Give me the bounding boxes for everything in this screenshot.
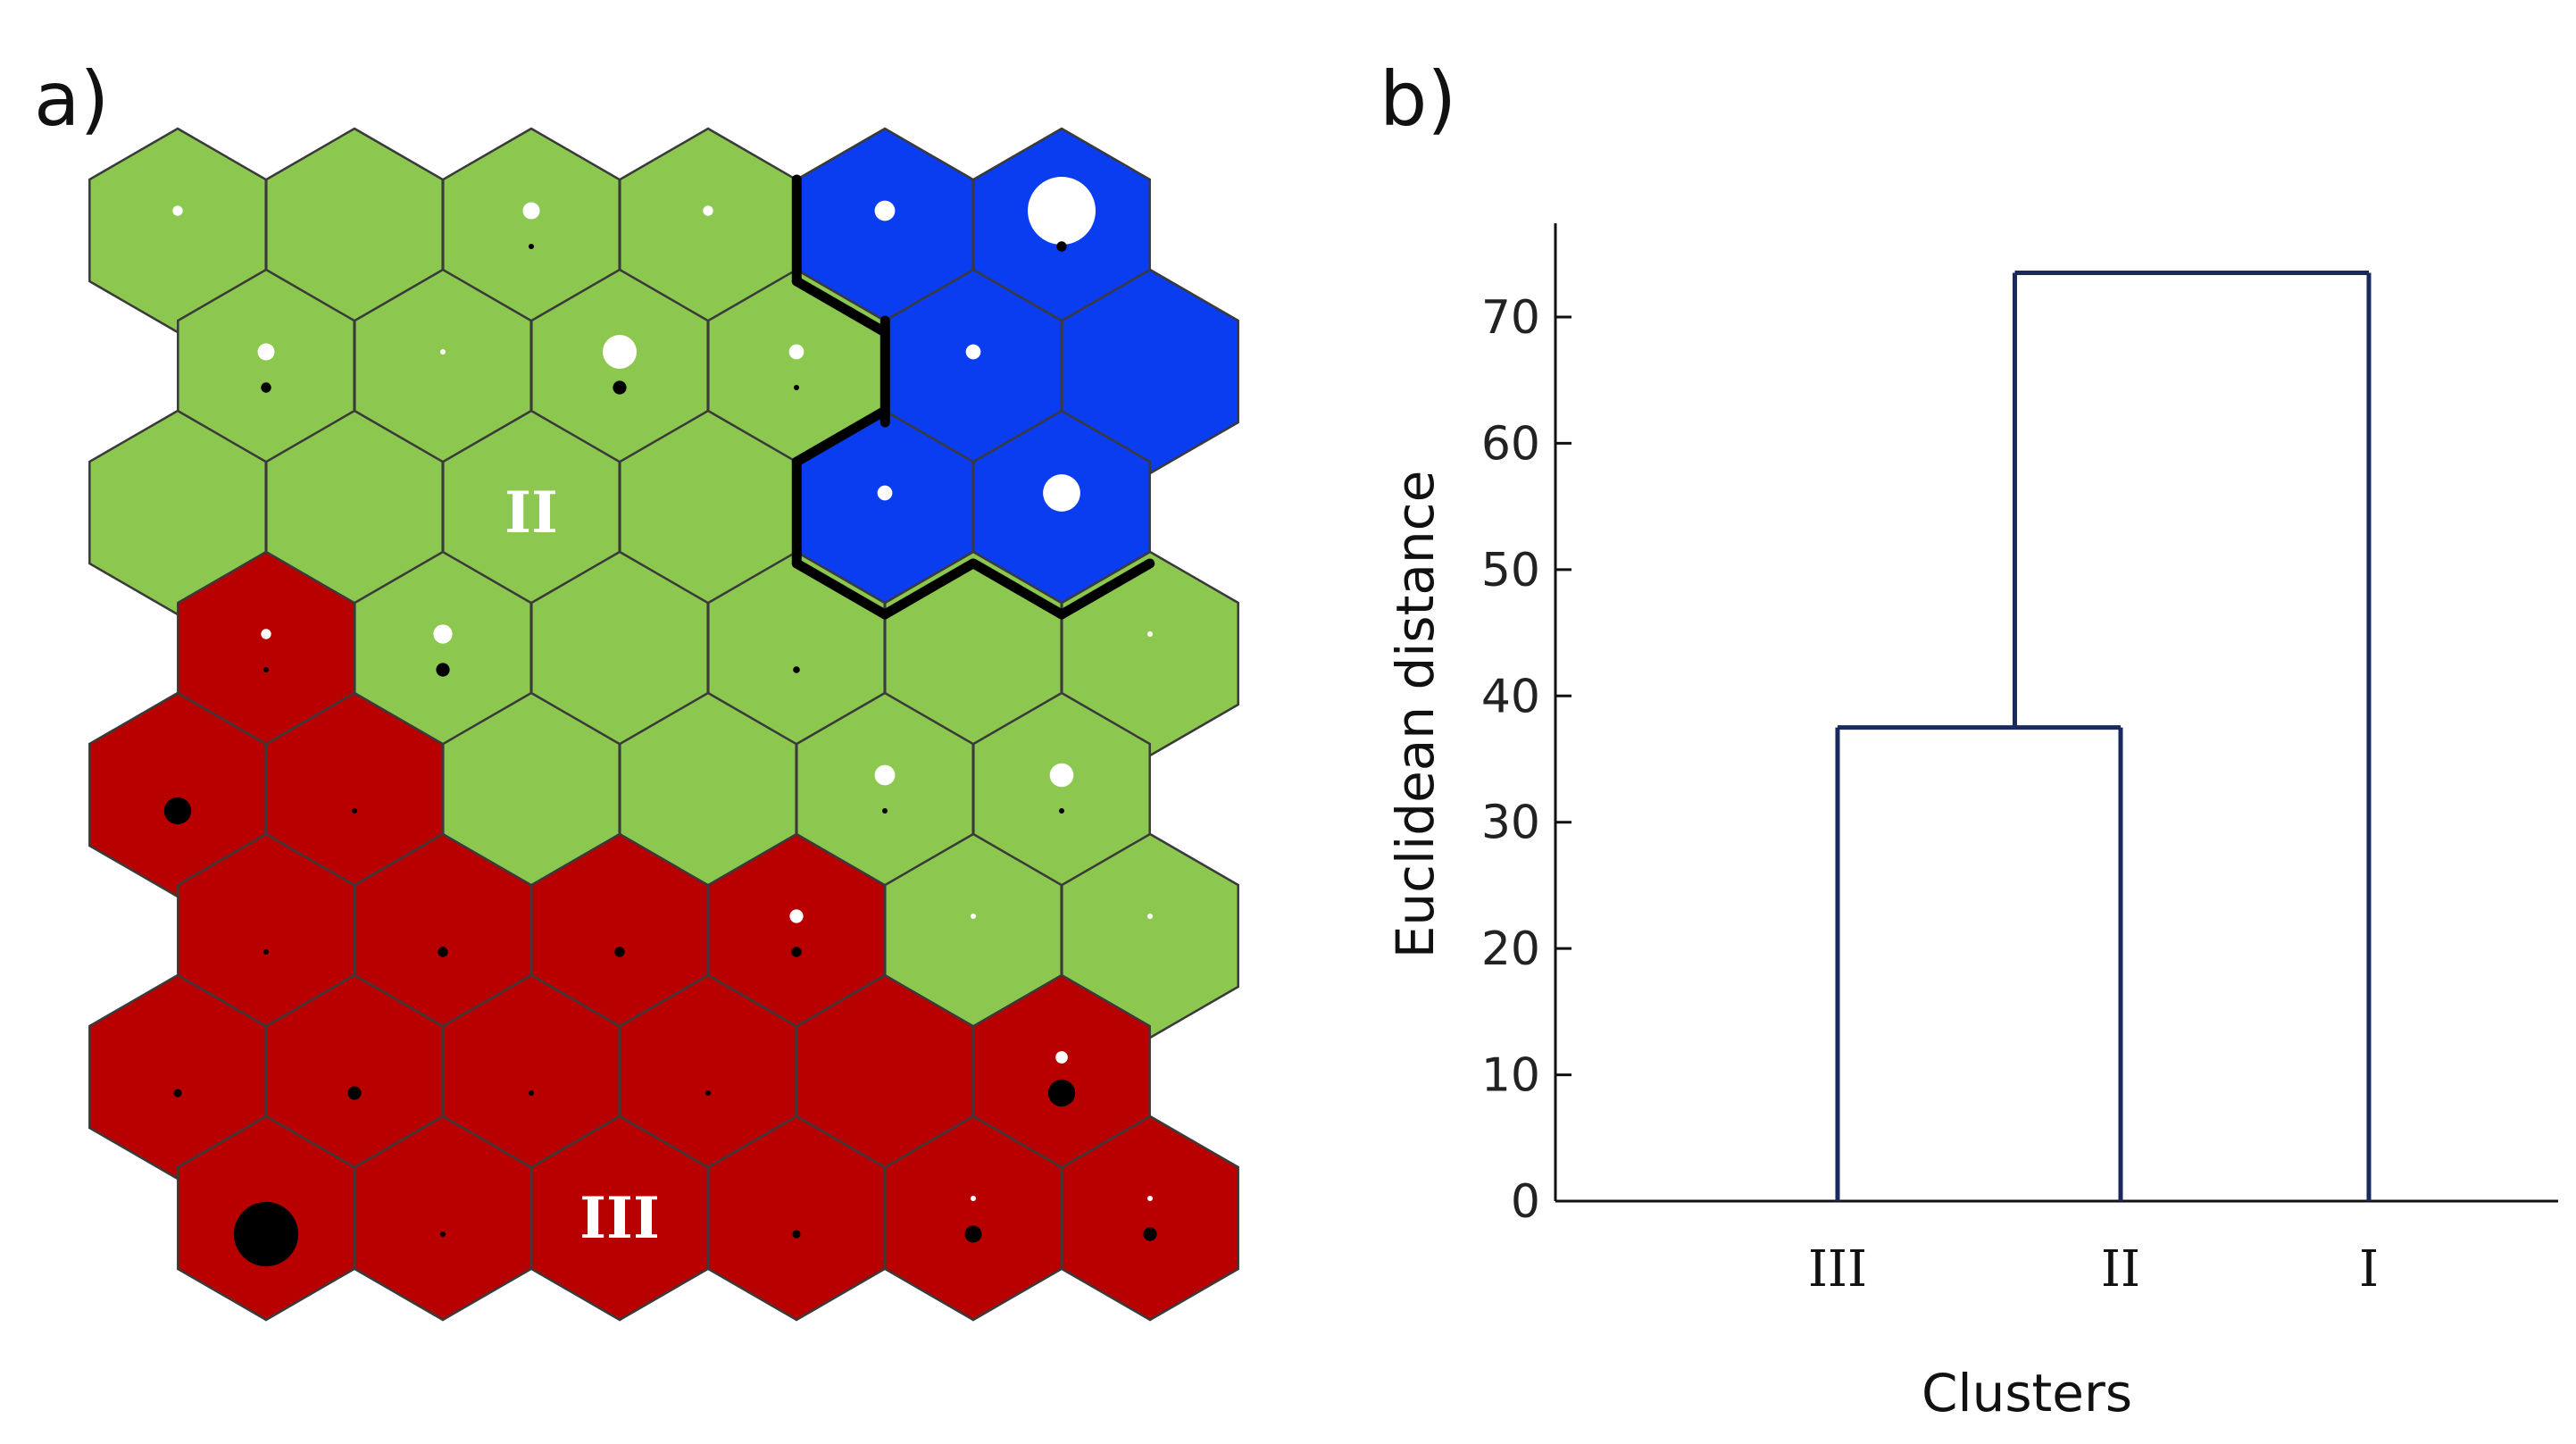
x-tick-label-iii: III xyxy=(1808,1240,1867,1298)
black-marker xyxy=(438,947,448,957)
cluster-border-segment xyxy=(1056,558,1155,620)
x-tick-label-i: I xyxy=(2359,1240,2379,1298)
x-axis-title: Clusters xyxy=(1922,1363,2132,1423)
y-tick-label: 60 xyxy=(1481,417,1540,471)
black-marker xyxy=(352,808,357,814)
white-marker xyxy=(172,205,183,216)
black-marker xyxy=(233,1201,299,1267)
white-marker xyxy=(603,335,637,369)
y-tick-label: 10 xyxy=(1481,1049,1540,1103)
white-marker xyxy=(874,200,896,221)
y-tick-label: 50 xyxy=(1481,544,1540,597)
black-marker xyxy=(793,666,800,673)
black-marker xyxy=(173,1089,182,1098)
black-marker xyxy=(1056,241,1067,252)
black-marker xyxy=(705,1090,711,1096)
x-tick-label-ii: II xyxy=(2101,1240,2140,1298)
black-marker xyxy=(528,243,535,250)
y-tick-label: 30 xyxy=(1481,797,1540,850)
white-marker xyxy=(1028,177,1096,245)
white-marker xyxy=(1147,631,1153,637)
panel-b-label: b) xyxy=(1380,55,1456,143)
hex-cell xyxy=(1061,1114,1239,1322)
som-cells xyxy=(88,127,1239,1322)
white-marker xyxy=(1147,1196,1153,1201)
som-markers xyxy=(163,177,1157,1267)
black-marker xyxy=(614,947,625,957)
black-marker xyxy=(882,808,888,814)
cluster-border-segment xyxy=(791,276,890,338)
cluster-label-iii: III xyxy=(579,1185,660,1252)
white-marker xyxy=(1055,1051,1068,1064)
white-marker xyxy=(971,1196,976,1201)
black-marker xyxy=(263,949,269,955)
cluster-label-ii: II xyxy=(504,480,558,547)
white-marker xyxy=(789,909,804,923)
y-tick-label: 20 xyxy=(1481,922,1540,976)
cluster-border-segment xyxy=(791,405,890,467)
panel-a-label: a) xyxy=(34,55,109,143)
white-marker xyxy=(874,764,896,786)
black-marker xyxy=(791,947,802,957)
white-marker xyxy=(1049,763,1074,788)
white-marker xyxy=(522,202,540,220)
x-tick-labels: III II I xyxy=(1808,1240,2379,1298)
black-marker xyxy=(1047,1079,1076,1107)
dendrogram-links xyxy=(1835,271,2372,1201)
white-marker xyxy=(877,485,893,501)
y-tick-label: 0 xyxy=(1511,1175,1540,1229)
white-marker xyxy=(440,349,446,355)
cluster-borders xyxy=(791,174,1155,620)
cluster-border-segment xyxy=(791,558,890,620)
black-marker xyxy=(347,1086,362,1100)
black-marker xyxy=(440,1231,446,1237)
black-marker xyxy=(1143,1227,1157,1241)
y-tick-label: 40 xyxy=(1481,670,1540,723)
black-marker xyxy=(792,1230,801,1239)
black-marker xyxy=(261,382,271,393)
black-marker xyxy=(163,797,192,825)
black-marker xyxy=(263,667,269,672)
black-marker xyxy=(964,1225,982,1243)
white-marker xyxy=(703,205,713,216)
black-marker xyxy=(1059,808,1064,814)
white-marker xyxy=(261,629,271,639)
black-marker xyxy=(794,385,799,390)
black-marker xyxy=(529,1090,534,1096)
cluster-border-segment xyxy=(968,558,1067,620)
white-marker xyxy=(1146,913,1154,920)
white-marker xyxy=(965,344,981,360)
y-axis-title: Euclidean distance xyxy=(1385,471,1446,959)
y-tick-label: 70 xyxy=(1481,291,1540,345)
white-marker xyxy=(433,624,453,644)
cluster-label-i: I xyxy=(1313,338,1340,405)
y-ticks: 0 10 20 30 40 50 60 70 xyxy=(1481,291,1571,1229)
white-marker xyxy=(1043,474,1080,512)
white-marker xyxy=(257,343,275,361)
white-marker xyxy=(970,913,977,920)
black-marker xyxy=(436,663,450,677)
white-marker xyxy=(788,344,804,360)
cluster-border-segment xyxy=(880,558,979,620)
black-marker xyxy=(613,380,627,395)
